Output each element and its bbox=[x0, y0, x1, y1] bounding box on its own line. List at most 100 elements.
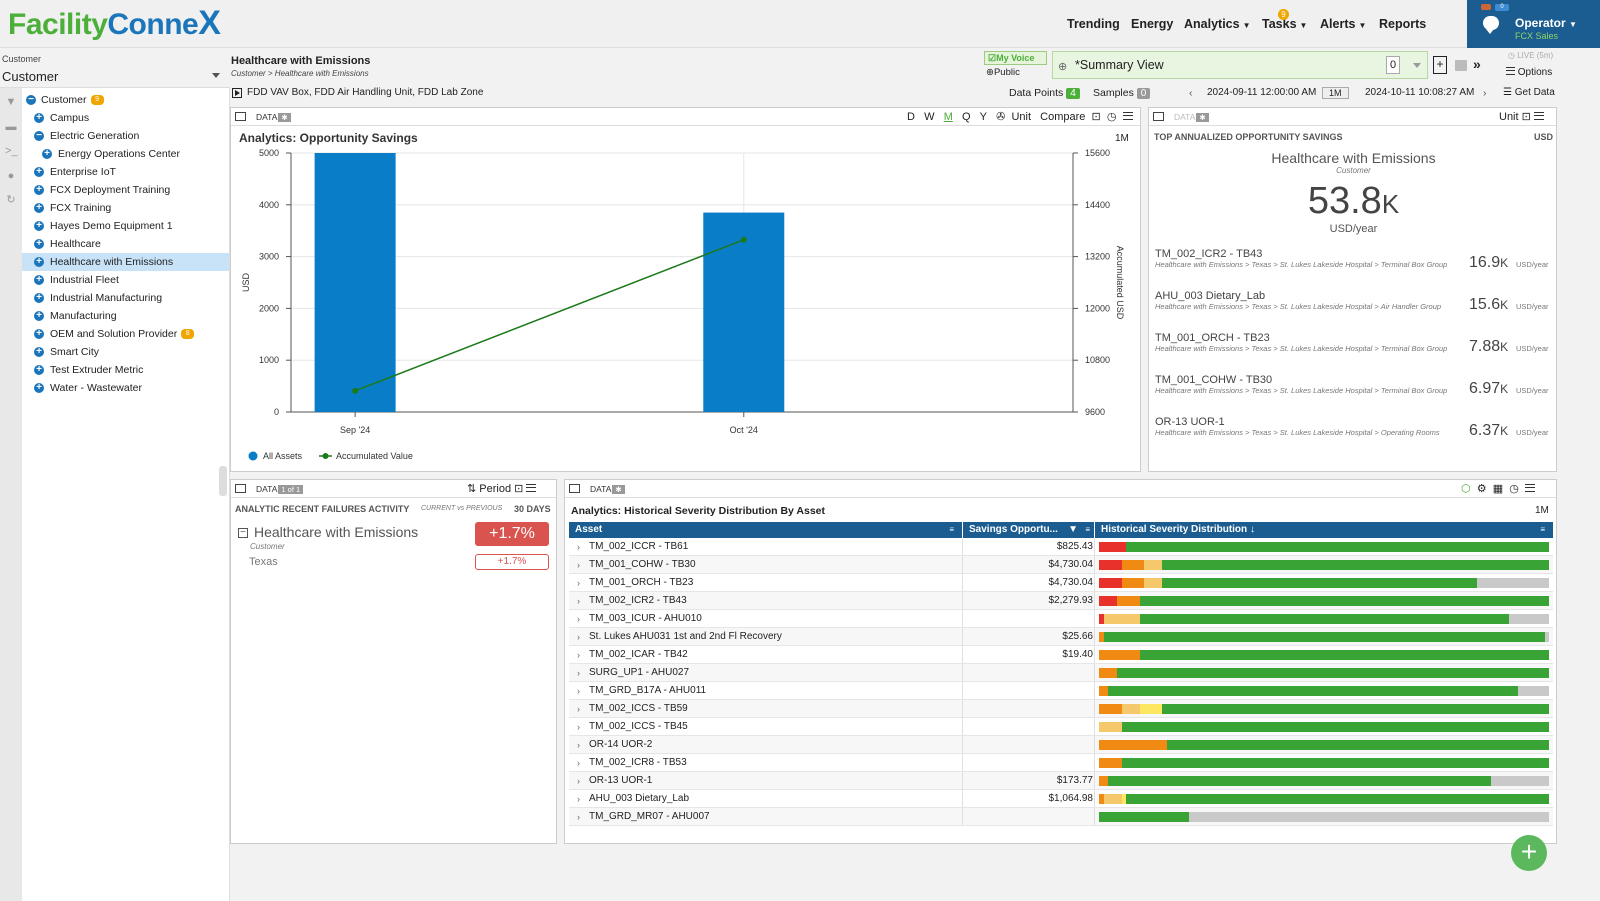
tool-year[interactable]: Y bbox=[979, 111, 987, 123]
expand-icon[interactable]: + bbox=[34, 293, 44, 303]
nav-tasks[interactable]: Tasks ▼ bbox=[1262, 17, 1307, 31]
collapse-icon[interactable]: − bbox=[238, 528, 248, 538]
gears-icon[interactable]: ⚙ bbox=[1476, 483, 1487, 495]
table-row[interactable]: › TM_GRD_MR07 - AHU007 bbox=[569, 808, 1553, 826]
menu-icon[interactable] bbox=[1122, 112, 1133, 120]
unit-button[interactable]: Unit ⊡ bbox=[1499, 110, 1544, 123]
range-button[interactable]: 1M bbox=[1322, 87, 1349, 99]
start-date[interactable]: 2024-09-11 12:00:00 AM bbox=[1207, 87, 1317, 98]
window-icon[interactable] bbox=[1153, 112, 1164, 121]
tree-item-healthcare[interactable]: + Healthcare bbox=[22, 235, 229, 253]
column-savings[interactable]: Savings Opportu... ▼ ≡ bbox=[963, 522, 1094, 538]
expand-icon[interactable]: + bbox=[34, 275, 44, 285]
collapse-icon[interactable]: − bbox=[26, 95, 36, 105]
cube-icon[interactable]: ⬡ bbox=[1461, 483, 1471, 495]
tree-item-hayes-demo[interactable]: + Hayes Demo Equipment 1 bbox=[22, 217, 229, 235]
expand-icon[interactable]: + bbox=[34, 167, 44, 177]
expand-icon[interactable]: + bbox=[34, 239, 44, 249]
chevron-right-icon[interactable]: › bbox=[577, 578, 580, 588]
table-row[interactable]: › TM_002_ICR2 - TB43 $2,279.93 bbox=[569, 592, 1553, 610]
opportunity-item[interactable]: TM_002_ICR2 - TB43 Healthcare with Emissi… bbox=[1155, 248, 1555, 271]
failures-child[interactable]: Texas bbox=[249, 556, 278, 568]
chat-icon[interactable] bbox=[1483, 16, 1499, 34]
chevron-right-icon[interactable]: › bbox=[577, 668, 580, 678]
table-row[interactable]: › AHU_003 Dietary_Lab $1,064.98 bbox=[569, 790, 1553, 808]
opportunity-item[interactable]: OR-13 UOR-1 Healthcare with Emissions > T… bbox=[1155, 416, 1555, 439]
table-row[interactable]: › TM_001_COHW - TB30 $4,730.04 bbox=[569, 556, 1553, 574]
chevron-right-icon[interactable]: › bbox=[577, 686, 580, 696]
my-voice-button[interactable]: ☑My Voice bbox=[984, 51, 1047, 65]
chevron-right-icon[interactable]: › bbox=[577, 650, 580, 660]
unit-button[interactable]: Unit bbox=[1011, 111, 1031, 123]
expand-right-icon[interactable]: » bbox=[1473, 56, 1481, 72]
filter-icon[interactable]: ▼ bbox=[5, 96, 17, 108]
window-icon[interactable] bbox=[569, 484, 580, 493]
previous-range-icon[interactable]: ‹ bbox=[1189, 87, 1193, 99]
operator-menu[interactable]: 0 Operator ▼ FCX Sales bbox=[1467, 0, 1600, 48]
table-row[interactable]: › TM_002_ICCS - TB59 bbox=[569, 700, 1553, 718]
table-row[interactable]: › TM_003_ICUR - AHU010 bbox=[569, 610, 1553, 628]
table-row[interactable]: › TM_002_ICCS - TB45 bbox=[569, 718, 1553, 736]
view-selector[interactable]: ⊕ *Summary View 0 bbox=[1052, 51, 1428, 79]
table-icon[interactable]: ▦ bbox=[1492, 483, 1504, 495]
expand-icon[interactable]: + bbox=[34, 311, 44, 321]
period-button[interactable]: ⇅ Period ⊡ bbox=[467, 482, 537, 495]
nav-analytics[interactable]: Analytics ▼ bbox=[1184, 17, 1251, 31]
table-row[interactable]: › St. Lukes AHU031 1st and 2nd Fl Recover… bbox=[569, 628, 1553, 646]
tree-item-test-extruder-metric[interactable]: + Test Extruder Metric bbox=[22, 361, 229, 379]
expand-icon[interactable]: + bbox=[34, 113, 44, 123]
expand-icon[interactable]: + bbox=[34, 329, 44, 339]
chevron-right-icon[interactable]: › bbox=[577, 794, 580, 804]
chevron-right-icon[interactable]: › bbox=[577, 704, 580, 714]
tree-item-campus[interactable]: + Campus bbox=[22, 109, 229, 127]
chevron-right-icon[interactable]: › bbox=[577, 812, 580, 822]
tree-item-fcx-deployment-training[interactable]: + FCX Deployment Training bbox=[22, 181, 229, 199]
chevron-down-icon[interactable] bbox=[1413, 63, 1421, 68]
terminal-icon[interactable]: >_ bbox=[5, 145, 18, 157]
compare-button[interactable]: Compare bbox=[1040, 111, 1086, 123]
expand-icon[interactable]: + bbox=[34, 203, 44, 213]
live-toggle[interactable]: ◷ LIVE (5m) bbox=[1508, 51, 1553, 60]
play-icon[interactable] bbox=[232, 88, 242, 98]
save-icon[interactable] bbox=[1455, 60, 1467, 71]
tree-item-electric-generation[interactable]: − Electric Generation bbox=[22, 127, 229, 145]
end-date[interactable]: 2024-10-11 10:08:27 AM bbox=[1365, 87, 1475, 98]
next-range-icon[interactable]: › bbox=[1483, 87, 1487, 99]
tree-item-customer[interactable]: − Customer 9 bbox=[22, 91, 229, 109]
table-row[interactable]: › TM_001_ORCH - TB23 $4,730.04 bbox=[569, 574, 1553, 592]
fdd-filter-text[interactable]: FDD VAV Box, FDD Air Handling Unit, FDD … bbox=[247, 87, 484, 98]
chevron-right-icon[interactable]: › bbox=[577, 776, 580, 786]
column-distribution[interactable]: Historical Severity Distribution ↓ ≡ bbox=[1095, 522, 1553, 538]
table-row[interactable]: › TM_002_ICAR - TB42 $19.40 bbox=[569, 646, 1553, 664]
tree-item-enterprise-iot[interactable]: + Enterprise IoT bbox=[22, 163, 229, 181]
clock-icon[interactable]: ◷ bbox=[1106, 111, 1117, 123]
table-row[interactable]: › SURG_UP1 - AHU027 bbox=[569, 664, 1553, 682]
chevron-right-icon[interactable]: › bbox=[577, 596, 580, 606]
chevron-right-icon[interactable]: › bbox=[577, 722, 580, 732]
tree-item-water-wastewater[interactable]: + Water - Wastewater bbox=[22, 379, 229, 397]
tree-item-healthcare-with-emissions[interactable]: + Healthcare with Emissions bbox=[22, 253, 229, 271]
data-toggle[interactable]: DATA ✱ bbox=[1173, 112, 1209, 122]
tree-item-oem-solution-provider[interactable]: + OEM and Solution Provider 8 bbox=[22, 325, 229, 343]
expand-icon[interactable]: + bbox=[34, 257, 44, 267]
chevron-right-icon[interactable]: › bbox=[577, 560, 580, 570]
opportunity-item[interactable]: AHU_003 Dietary_Lab Healthcare with Emiss… bbox=[1155, 290, 1555, 313]
tree-item-industrial-fleet[interactable]: + Industrial Fleet bbox=[22, 271, 229, 289]
chevron-right-icon[interactable]: › bbox=[577, 758, 580, 768]
expand-icon[interactable]: + bbox=[34, 383, 44, 393]
chevron-right-icon[interactable]: › bbox=[577, 740, 580, 750]
tree-item-manufacturing[interactable]: + Manufacturing bbox=[22, 307, 229, 325]
tree-item-industrial-manufacturing[interactable]: + Industrial Manufacturing bbox=[22, 289, 229, 307]
tool-day[interactable]: D bbox=[907, 111, 915, 123]
column-asset[interactable]: Asset ≡ bbox=[569, 522, 962, 538]
new-view-icon[interactable]: + bbox=[1433, 56, 1447, 74]
table-row[interactable]: › TM_002_ICR8 - TB53 bbox=[569, 754, 1553, 772]
table-row[interactable]: › TM_GRD_B17A - AHU011 bbox=[569, 682, 1553, 700]
chevron-right-icon[interactable]: › bbox=[577, 614, 580, 624]
data-toggle[interactable]: DATA ✱ bbox=[255, 112, 291, 122]
data-toggle[interactable]: DATA ✱ bbox=[589, 484, 625, 494]
nav-energy[interactable]: Energy bbox=[1131, 17, 1174, 31]
get-data-button[interactable]: ☰ Get Data bbox=[1503, 87, 1555, 98]
bike-icon[interactable]: ✇ bbox=[996, 111, 1006, 123]
expand-icon[interactable]: + bbox=[42, 149, 52, 159]
